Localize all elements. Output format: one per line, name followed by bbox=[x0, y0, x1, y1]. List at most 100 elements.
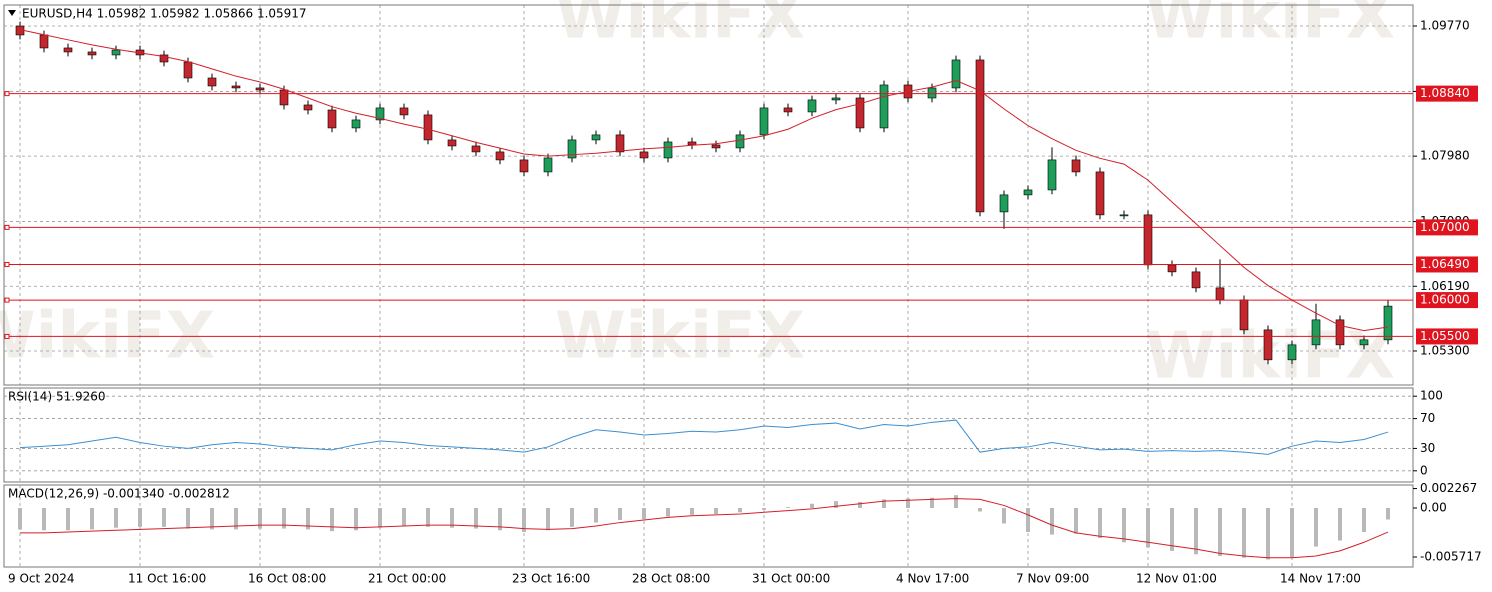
x-tick-label: 7 Nov 09:00 bbox=[1016, 572, 1089, 586]
macd-bar bbox=[1098, 507, 1102, 538]
panel-title: RSI(14) 51.9260 bbox=[8, 390, 106, 404]
candle-body bbox=[1167, 264, 1177, 273]
candle-body bbox=[327, 109, 337, 129]
rsi-line bbox=[19, 419, 1389, 455]
x-tick-label: 21 Oct 00:00 bbox=[368, 572, 446, 586]
watermark: WikiFX bbox=[555, 0, 805, 54]
macd-bar bbox=[66, 507, 70, 531]
macd-bar bbox=[1386, 507, 1390, 520]
macd-bar bbox=[162, 507, 166, 527]
level-label: 1.06000 bbox=[1420, 293, 1470, 307]
candle-body bbox=[63, 47, 73, 53]
level-box bbox=[1416, 292, 1478, 309]
y-tick-label: 0.002267 bbox=[1420, 481, 1477, 495]
macd-bar bbox=[186, 507, 190, 529]
x-tick-label: 4 Nov 17:00 bbox=[896, 572, 969, 586]
candle-body bbox=[591, 134, 601, 141]
macd-bar bbox=[1314, 507, 1318, 547]
level-box bbox=[1416, 85, 1478, 102]
macd-bar bbox=[666, 507, 670, 517]
panel-title: MACD(12,26,9) -0.001340 -0.002812 bbox=[8, 487, 230, 501]
macd-bar bbox=[210, 507, 214, 530]
macd-bar bbox=[450, 507, 454, 528]
macd-bar bbox=[690, 507, 694, 515]
x-tick-label: 28 Oct 08:00 bbox=[632, 572, 710, 586]
macd-bar bbox=[114, 507, 118, 528]
candle-body bbox=[519, 159, 529, 173]
candle-body bbox=[279, 89, 289, 106]
candle-body bbox=[879, 84, 889, 129]
candle-body bbox=[831, 97, 841, 101]
macd-bar bbox=[762, 507, 766, 510]
candle-body bbox=[1143, 214, 1153, 266]
candle-body bbox=[1023, 189, 1033, 196]
candle-body bbox=[951, 59, 961, 89]
x-tick-label: 23 Oct 16:00 bbox=[512, 572, 590, 586]
macd-bar bbox=[834, 501, 838, 508]
candle-body bbox=[783, 107, 793, 113]
candle-body bbox=[855, 97, 865, 129]
level-label: 1.08840 bbox=[1420, 86, 1470, 100]
macd-bar bbox=[882, 499, 886, 508]
macd-bar bbox=[594, 507, 598, 523]
panel-title: EURUSD,H4 1.05982 1.05982 1.05866 1.0591… bbox=[22, 7, 307, 21]
x-tick-label: 11 Oct 16:00 bbox=[128, 572, 206, 586]
macd-bar bbox=[642, 507, 646, 520]
level-box bbox=[1416, 219, 1478, 236]
candle-body bbox=[1095, 171, 1105, 216]
y-tick-label: 1.05300 bbox=[1420, 343, 1470, 357]
candle-body bbox=[927, 87, 937, 99]
level-label: 1.06490 bbox=[1420, 257, 1470, 271]
macd-bar bbox=[930, 497, 934, 508]
candle-body bbox=[711, 144, 721, 149]
level-handle bbox=[4, 261, 10, 267]
candle-body bbox=[207, 77, 217, 87]
y-tick-label: 1.09770 bbox=[1420, 19, 1470, 33]
macd-bar bbox=[330, 507, 334, 532]
macd-bar bbox=[714, 507, 718, 514]
level-label: 1.05500 bbox=[1420, 329, 1470, 343]
candle-body bbox=[159, 54, 169, 63]
macd-bar bbox=[1194, 507, 1198, 555]
macd-bar bbox=[90, 507, 94, 530]
candle-body bbox=[687, 141, 697, 146]
macd-bar bbox=[474, 507, 478, 529]
candle-body bbox=[423, 114, 433, 141]
macd-bar bbox=[402, 507, 406, 526]
macd-bar bbox=[306, 507, 310, 530]
macd-bar bbox=[954, 495, 958, 508]
macd-bar bbox=[858, 501, 862, 508]
macd-bar bbox=[618, 507, 622, 520]
macd-bar bbox=[738, 507, 742, 513]
candle-body bbox=[1287, 344, 1297, 361]
macd-bar bbox=[1074, 507, 1078, 534]
candle-body bbox=[39, 34, 49, 49]
candle-body bbox=[111, 49, 121, 56]
x-tick-label: 16 Oct 08:00 bbox=[248, 572, 326, 586]
level-handle bbox=[4, 224, 10, 230]
y-tick-label: 0 bbox=[1420, 463, 1428, 477]
macd-bar bbox=[1050, 507, 1054, 535]
candle-body bbox=[975, 59, 985, 213]
macd-bar bbox=[498, 507, 502, 531]
candle-body bbox=[663, 141, 673, 159]
candle-body bbox=[495, 151, 505, 161]
candle-body bbox=[1263, 329, 1273, 361]
panel-frame bbox=[3, 387, 1414, 483]
candle-body bbox=[543, 157, 553, 173]
macd-bar bbox=[1362, 507, 1366, 532]
macd-bar bbox=[234, 507, 238, 530]
candle-body bbox=[1047, 159, 1057, 191]
macd-bar bbox=[1338, 507, 1342, 541]
watermark: WikiFX bbox=[1145, 0, 1395, 54]
candle-body bbox=[1239, 299, 1249, 331]
candle-body bbox=[807, 99, 817, 113]
candle-body bbox=[735, 134, 745, 149]
macd-bar bbox=[1218, 507, 1222, 556]
macd-bar bbox=[426, 507, 430, 527]
macd-bar bbox=[1266, 507, 1270, 560]
x-tick-label: 31 Oct 00:00 bbox=[752, 572, 830, 586]
macd-bar bbox=[546, 507, 550, 531]
